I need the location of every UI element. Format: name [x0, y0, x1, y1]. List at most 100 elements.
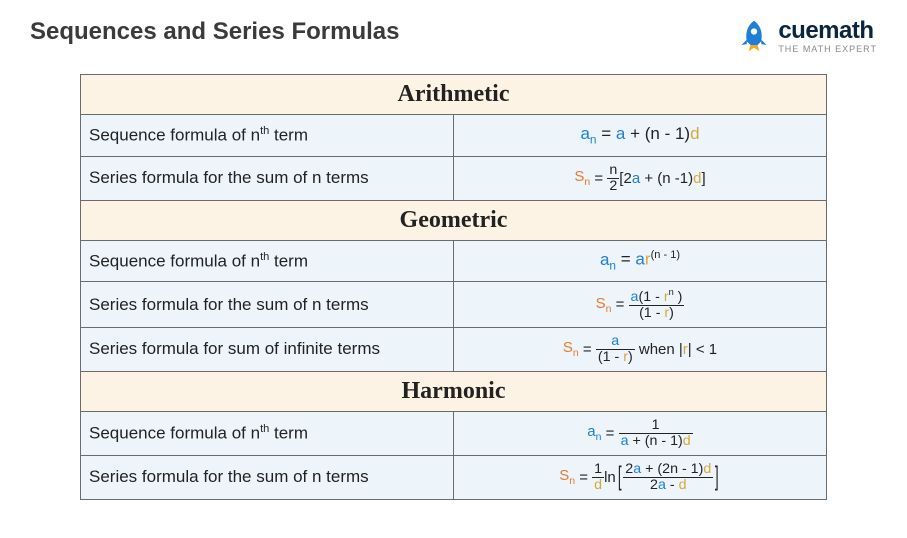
rocket-icon — [736, 18, 772, 54]
formula-part: ) — [628, 349, 633, 365]
row-label: Sequence formula of nth term — [81, 411, 454, 455]
numerator: n — [607, 163, 619, 178]
formula-part: S — [563, 339, 573, 356]
label-sup: th — [260, 251, 269, 263]
label-text: Sequence formula of n — [89, 251, 260, 270]
formula-part: a — [616, 124, 625, 143]
formula-part: a — [580, 124, 589, 143]
formula-part: = — [601, 425, 618, 442]
page-header: Sequences and Series Formulas cuemath TH… — [30, 18, 877, 54]
formula-part: (n - 1) — [651, 249, 680, 261]
formula-harmonic-sum: Sn = 1dln[2a + (2n - 1)d2a - d] — [454, 455, 827, 499]
formula-part: ) — [669, 305, 674, 321]
fraction: 1a + (n - 1)d — [619, 418, 693, 449]
row-label: Series formula for sum of infinite terms — [81, 327, 454, 371]
formula-geometric-nth: an = ar(n - 1) — [454, 240, 827, 282]
fraction: a(1 - r) — [596, 334, 635, 365]
formula-part: n — [590, 133, 597, 147]
formula-part: + (2n - 1) — [641, 461, 703, 477]
label-text: term — [269, 424, 308, 443]
label-text: Sequence formula of n — [89, 126, 260, 145]
row-label: Series formula for the sum of n terms — [81, 156, 454, 200]
row-label: Series formula for the sum of n terms — [81, 455, 454, 499]
formula-part: ] — [701, 170, 705, 187]
table-row: Sequence formula of nth term an = 1a + (… — [81, 411, 827, 455]
page-title: Sequences and Series Formulas — [30, 18, 399, 46]
label-text: term — [269, 126, 308, 145]
table-row: Sequence formula of nth term an = ar(n -… — [81, 240, 827, 282]
formula-part: S — [596, 295, 606, 312]
formula-part: = — [611, 296, 628, 313]
formula-harmonic-nth: an = 1a + (n - 1)d — [454, 411, 827, 455]
table-row: Sequence formula of nth term an = a + (n… — [81, 115, 827, 157]
formula-part: = — [575, 469, 592, 486]
section-header-harmonic: Harmonic — [81, 371, 827, 411]
denominator: (1 - r) — [629, 305, 685, 321]
fraction: n2 — [607, 163, 619, 194]
denominator: a + (n - 1)d — [619, 433, 693, 449]
formula-part: d — [679, 477, 687, 493]
label-text: Sequence formula of n — [89, 424, 260, 443]
row-label: Sequence formula of nth term — [81, 240, 454, 282]
fraction: 1d — [592, 462, 604, 493]
formula-part: d — [690, 124, 699, 143]
formula-part: (1 - — [639, 305, 664, 321]
formula-part: (1 - — [638, 289, 663, 305]
formula-table: Arithmetic Sequence formula of nth term … — [80, 74, 827, 500]
formula-part: - — [666, 477, 679, 493]
formula-part: = — [616, 250, 635, 269]
formula-part: a — [658, 477, 666, 493]
formula-part: a — [635, 250, 644, 269]
numerator: 2a + (2n - 1)d — [623, 462, 713, 477]
formula-part: [2 — [619, 170, 632, 187]
label-sup: th — [260, 423, 269, 435]
logo-brand: cuemath — [778, 19, 877, 43]
formula-part: S — [574, 168, 584, 185]
formula-part: a — [587, 423, 595, 440]
formula-part: 2 — [650, 477, 658, 493]
numerator: 1 — [619, 418, 693, 433]
formula-part: a — [633, 461, 641, 477]
denominator: 2 — [607, 178, 619, 194]
formula-part: ln — [604, 469, 616, 486]
formula-geometric-inf: Sn = a(1 - r) when |r| < 1 — [454, 327, 827, 371]
fraction: a(1 - rn )(1 - r) — [629, 288, 685, 321]
label-text: term — [269, 251, 308, 270]
row-label: Sequence formula of nth term — [81, 115, 454, 157]
row-label: Series formula for the sum of n terms — [81, 282, 454, 328]
table-row: Series formula for sum of infinite terms… — [81, 327, 827, 371]
bracket-icon: ] — [715, 466, 719, 488]
formula-part: d — [683, 433, 691, 449]
formula-part: when | — [635, 341, 683, 358]
formula-part: = — [597, 124, 616, 143]
numerator: a(1 - rn ) — [629, 288, 685, 305]
numerator: a — [596, 334, 635, 349]
formula-part: d — [703, 461, 711, 477]
denominator: 2a - d — [623, 477, 713, 493]
formula-arithmetic-nth: an = a + (n - 1)d — [454, 115, 827, 157]
formula-part: a — [600, 250, 609, 269]
section-header-geometric: Geometric — [81, 200, 827, 240]
logo-text: cuemath THE MATH EXPERT — [778, 19, 877, 54]
formula-part: = — [590, 170, 607, 187]
numerator: 1 — [592, 462, 604, 477]
table-row: Series formula for the sum of n terms Sn… — [81, 282, 827, 328]
formula-geometric-sum: Sn = a(1 - rn )(1 - r) — [454, 282, 827, 328]
bracket-icon: [ — [618, 466, 622, 488]
formula-part: (1 - — [598, 349, 623, 365]
formula-part: | < 1 — [688, 341, 717, 358]
table-row: Series formula for the sum of n terms Sn… — [81, 455, 827, 499]
table-row: Series formula for the sum of n terms Sn… — [81, 156, 827, 200]
section-header-arithmetic: Arithmetic — [81, 75, 827, 115]
formula-arithmetic-sum: Sn = n2[2a + (n -1)d] — [454, 156, 827, 200]
formula-part: + (n - 1) — [629, 433, 683, 449]
denominator: (1 - r) — [596, 349, 635, 365]
fraction: 2a + (2n - 1)d2a - d — [623, 462, 713, 493]
formula-part: + (n - 1) — [625, 124, 690, 143]
formula-part: S — [559, 467, 569, 484]
formula-part: = — [579, 341, 596, 358]
formula-part: a — [632, 170, 640, 187]
brand-logo: cuemath THE MATH EXPERT — [736, 18, 877, 54]
denominator: d — [592, 477, 604, 493]
formula-part: a — [621, 433, 629, 449]
